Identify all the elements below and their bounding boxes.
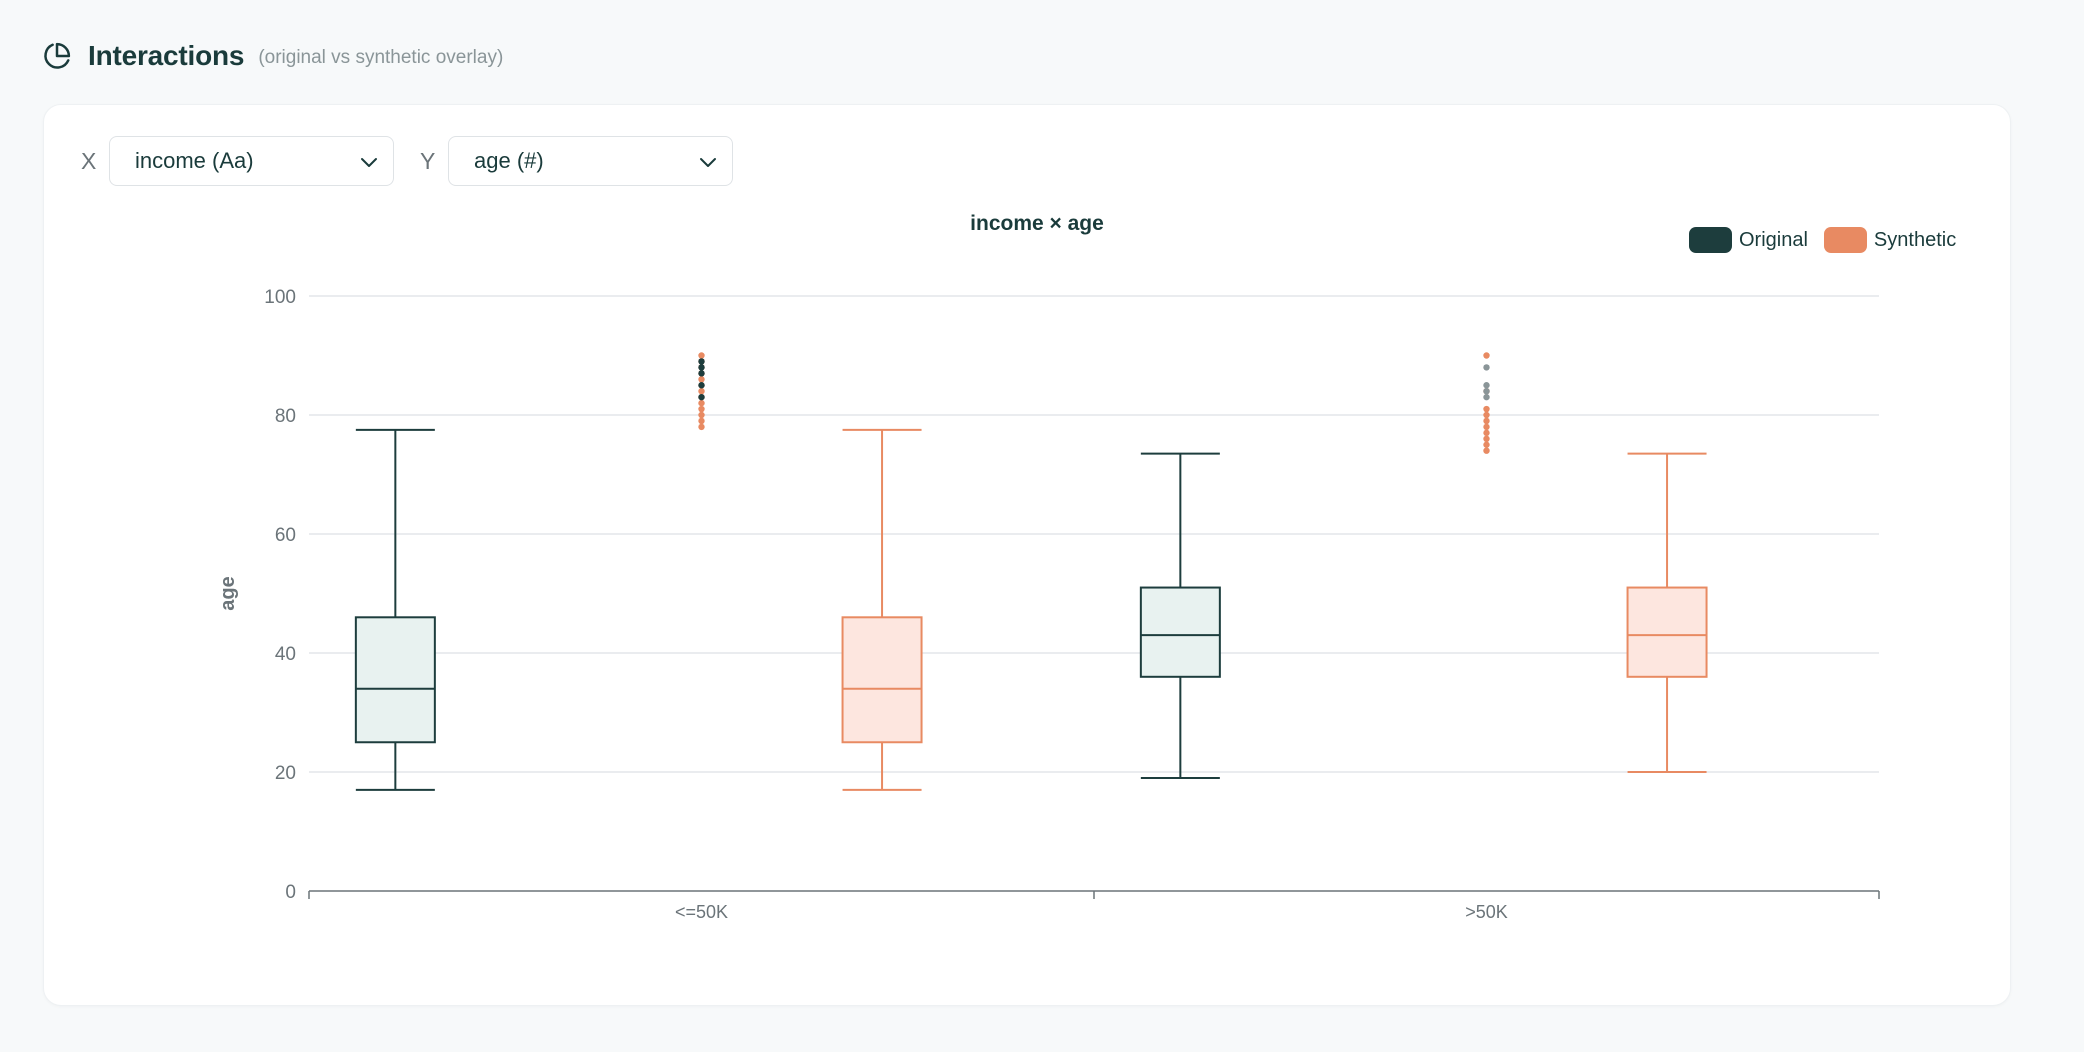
- legend-swatch-synthetic: [1823, 227, 1867, 253]
- outlier-point-synthetic: [1483, 405, 1490, 413]
- chart-legend: Original Synthetic: [1689, 227, 1972, 253]
- outlier-point-synthetic: [1483, 417, 1490, 425]
- outlier-point-synthetic: [1483, 352, 1490, 359]
- interactions-card: [43, 104, 2011, 1006]
- legend-label-original: Original: [1739, 228, 1808, 251]
- outlier-point-synthetic: [698, 411, 705, 419]
- outlier-point-synthetic: [698, 388, 705, 395]
- outlier-point-synthetic: [1483, 411, 1490, 419]
- outlier-point-original: [1483, 382, 1490, 389]
- outlier-point-synthetic: [1483, 447, 1490, 454]
- legend-label-synthetic: Synthetic: [1873, 228, 1957, 251]
- outlier-point-synthetic: [1483, 441, 1490, 448]
- x-tick-label: <=50K: [675, 902, 728, 922]
- box-original: [1139, 586, 1221, 678]
- outlier-point-synthetic: [1483, 435, 1490, 442]
- outlier-point-original: [1483, 388, 1490, 395]
- outlier-point-original: [698, 364, 705, 371]
- y-tick-label: 60: [275, 525, 296, 546]
- section-header: Interactions (original vs synthetic over…: [42, 36, 503, 76]
- outlier-point-original: [698, 358, 705, 365]
- chevron-down-icon: [700, 158, 716, 167]
- y-axis-label: age: [217, 576, 239, 610]
- y-axis-label: Y: [420, 148, 436, 174]
- outlier-point-synthetic: [698, 423, 705, 431]
- outlier-point-synthetic: [698, 352, 705, 359]
- box-synthetic: [1626, 586, 1708, 678]
- legend-item-original[interactable]: Original: [1689, 227, 1808, 253]
- legend-swatch-original: [1689, 227, 1732, 253]
- outlier-point-synthetic: [1483, 429, 1490, 437]
- outlier-point-synthetic: [1483, 423, 1490, 431]
- y-tick-label: 100: [264, 287, 296, 308]
- outlier-point-synthetic: [698, 405, 705, 413]
- y-variable-select[interactable]: age (#): [448, 136, 733, 186]
- outlier-point-synthetic: [698, 376, 705, 383]
- chart-title: income × age: [970, 212, 1104, 235]
- outlier-point-original: [698, 382, 705, 389]
- y-variable-value: age (#): [474, 148, 544, 173]
- outlier-point-synthetic: [698, 399, 705, 407]
- y-tick-label: 0: [285, 882, 296, 903]
- outlier-point-original: [698, 393, 705, 401]
- legend-item-synthetic[interactable]: Synthetic: [1823, 227, 1957, 253]
- y-tick-label: 80: [275, 406, 296, 427]
- y-tick-label: 40: [275, 644, 296, 665]
- outlier-point-original: [1483, 364, 1490, 371]
- page-subtitle: (original vs synthetic overlay): [258, 47, 504, 68]
- box-synthetic: [841, 616, 923, 744]
- x-tick-label: >50K: [1465, 902, 1508, 922]
- x-axis-label: X: [81, 148, 97, 174]
- chevron-down-icon: [361, 158, 377, 167]
- x-variable-select[interactable]: income (Aa): [109, 136, 394, 186]
- y-tick-label: 20: [275, 763, 296, 784]
- pie-chart-icon: [42, 41, 72, 71]
- outlier-point-synthetic: [698, 417, 705, 425]
- box-original: [354, 616, 436, 744]
- x-variable-value: income (Aa): [135, 148, 254, 173]
- page-title: Interactions: [88, 40, 245, 71]
- outlier-point-original: [1483, 393, 1490, 401]
- outlier-point-original: [698, 370, 705, 377]
